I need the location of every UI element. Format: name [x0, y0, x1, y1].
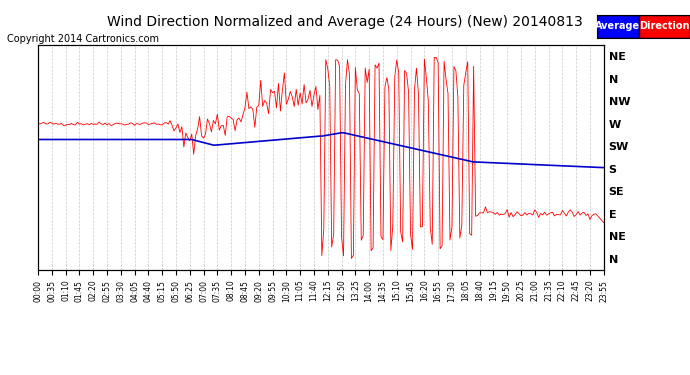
Text: Average: Average	[595, 21, 640, 31]
Text: Wind Direction Normalized and Average (24 Hours) (New) 20140813: Wind Direction Normalized and Average (2…	[107, 15, 583, 29]
FancyBboxPatch shape	[639, 15, 690, 38]
Text: Direction: Direction	[639, 21, 689, 31]
FancyBboxPatch shape	[597, 15, 639, 38]
Text: Copyright 2014 Cartronics.com: Copyright 2014 Cartronics.com	[7, 34, 159, 44]
